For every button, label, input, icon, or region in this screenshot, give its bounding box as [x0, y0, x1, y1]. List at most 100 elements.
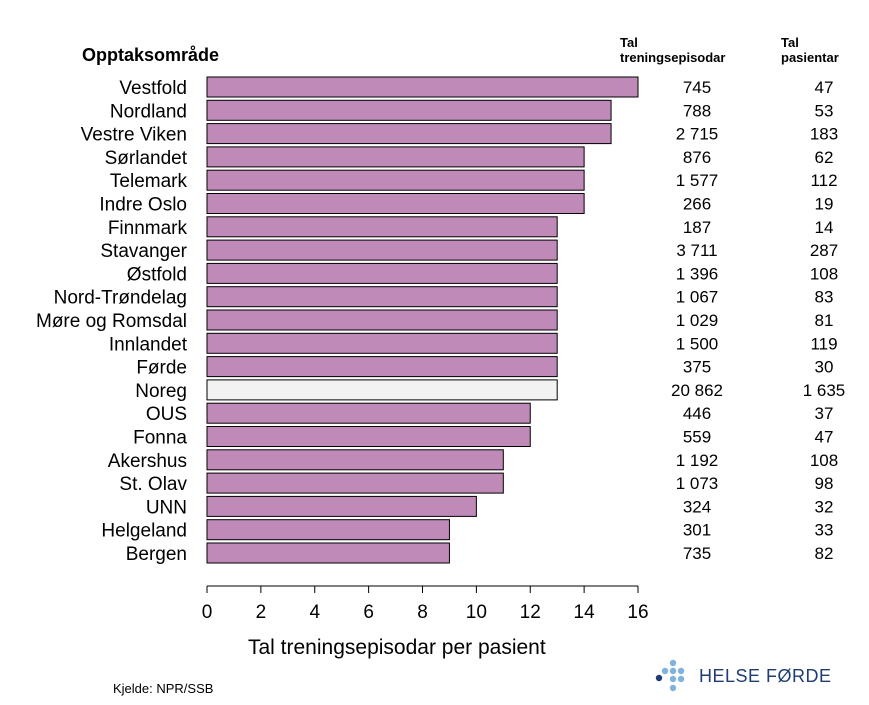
chart-heading: Opptaksområde	[82, 45, 220, 65]
bars-group	[206, 76, 639, 564]
category-label: St. Olav	[119, 474, 187, 495]
patients-value: 108	[810, 264, 838, 283]
bar-11	[206, 332, 558, 354]
patients-value: 33	[815, 521, 834, 540]
patients-value: 82	[815, 544, 834, 563]
episodes-value: 876	[683, 148, 711, 167]
episodes-value: 446	[683, 404, 711, 423]
category-label: Indre Oslo	[99, 195, 187, 216]
category-label: UNN	[146, 497, 187, 518]
x-axis: 0 2 4 6 8 10 12 14 16	[202, 585, 649, 623]
bar-17	[206, 472, 504, 494]
x-tick-label: 4	[309, 602, 320, 623]
episodes-header-line-1: Tal	[620, 35, 638, 50]
x-tick-label: 16	[627, 602, 648, 623]
episodes-value: 1 396	[676, 264, 719, 283]
category-label: Akershus	[108, 451, 187, 472]
x-tick-label: 0	[202, 602, 213, 623]
category-label: Nord-Trøndelag	[54, 288, 187, 309]
patients-header-line-2: pasientar	[781, 50, 839, 65]
x-tick-label: 8	[417, 602, 428, 623]
episodes-value: 3 711	[676, 241, 717, 260]
patients-header-line-1: Tal	[781, 35, 799, 50]
patients-value: 1 635	[803, 381, 846, 400]
episodes-value: 735	[683, 544, 711, 563]
patients-value: 119	[810, 334, 837, 353]
patients-value: 83	[815, 288, 834, 307]
x-tick-label: 14	[574, 602, 596, 623]
patients-column-header: Tal pasientar	[781, 35, 839, 65]
x-tick-label: 12	[520, 602, 541, 623]
bar-8	[206, 262, 558, 284]
category-label: Telemark	[110, 171, 188, 192]
category-label: Østfold	[127, 264, 187, 285]
episodes-value: 1 577	[676, 171, 719, 190]
source-note: Kjelde: NPR/SSB	[113, 681, 214, 696]
episodes-header-line-2: treningsepisodar	[620, 50, 726, 65]
patients-value: 183	[810, 125, 838, 144]
patients-value: 47	[815, 428, 834, 447]
x-tick-label: 6	[363, 602, 374, 623]
patients-value: 112	[810, 171, 837, 190]
category-label: Fonna	[133, 428, 187, 449]
bar-6	[206, 216, 558, 238]
patients-value: 47	[815, 78, 834, 97]
bar-20	[206, 542, 450, 564]
episodes-value: 745	[683, 78, 711, 97]
logo: HELSE FØRDE	[655, 658, 832, 694]
x-axis-label: Tal treningsepisodar per pasient	[248, 636, 546, 659]
bar-15	[206, 426, 531, 447]
episodes-values-group: 745 788 2 715 876 1 577 266 187 3 711 1 396 1 067…	[671, 78, 723, 563]
episodes-value: 375	[683, 358, 711, 377]
category-label: Helgeland	[101, 521, 187, 542]
bar-18	[206, 495, 477, 517]
bar-13	[206, 379, 558, 401]
patients-value: 37	[815, 404, 834, 423]
patients-value: 53	[815, 101, 834, 120]
category-label: Førde	[136, 358, 187, 379]
episodes-value: 1 029	[676, 311, 719, 330]
patients-value: 98	[815, 474, 834, 493]
episodes-value: 1 500	[676, 334, 719, 353]
bar-7	[206, 239, 558, 261]
bar-0	[206, 76, 639, 98]
bar-2	[206, 123, 612, 145]
episodes-value: 266	[683, 195, 711, 214]
category-label: OUS	[146, 404, 187, 425]
category-label: Nordland	[110, 101, 187, 122]
episodes-value: 1 067	[676, 288, 719, 307]
bar-4	[206, 169, 585, 191]
category-label: Stavanger	[100, 241, 187, 262]
helse-forde-dots-icon	[655, 659, 685, 692]
patients-value: 14	[815, 218, 834, 237]
category-label: Vestfold	[119, 78, 187, 99]
logo-text: HELSE FØRDE	[699, 665, 832, 686]
patients-value: 287	[810, 241, 838, 260]
category-label: Møre og Romsdal	[36, 311, 187, 332]
patients-value: 30	[815, 358, 834, 377]
episodes-value: 2 715	[676, 125, 719, 144]
bar-5	[206, 193, 585, 214]
bar-3	[206, 146, 585, 168]
patients-values-group: 47 53 183 62 112 19 14 287 108 83 81 119 30 1 635 37 47…	[803, 78, 846, 563]
category-label: Finnmark	[108, 218, 188, 239]
category-label: Noreg	[135, 381, 187, 402]
patients-value: 108	[810, 451, 838, 470]
bar-10	[206, 309, 558, 331]
category-label: Innlandet	[109, 334, 188, 355]
patients-value: 19	[815, 195, 834, 214]
episodes-value: 324	[683, 497, 711, 516]
bar-9	[206, 286, 558, 308]
category-label: Sørlandet	[105, 148, 188, 169]
episodes-column-header: Tal treningsepisodar	[620, 35, 725, 65]
x-tick-label: 2	[256, 602, 267, 623]
bar-19	[206, 519, 450, 541]
bar-14	[206, 402, 531, 424]
episodes-value: 788	[683, 101, 711, 120]
bar-16	[206, 449, 504, 471]
category-label: Bergen	[126, 544, 187, 565]
patients-value: 32	[815, 497, 834, 516]
episodes-value: 1 192	[676, 451, 719, 470]
bar-1	[206, 99, 612, 121]
